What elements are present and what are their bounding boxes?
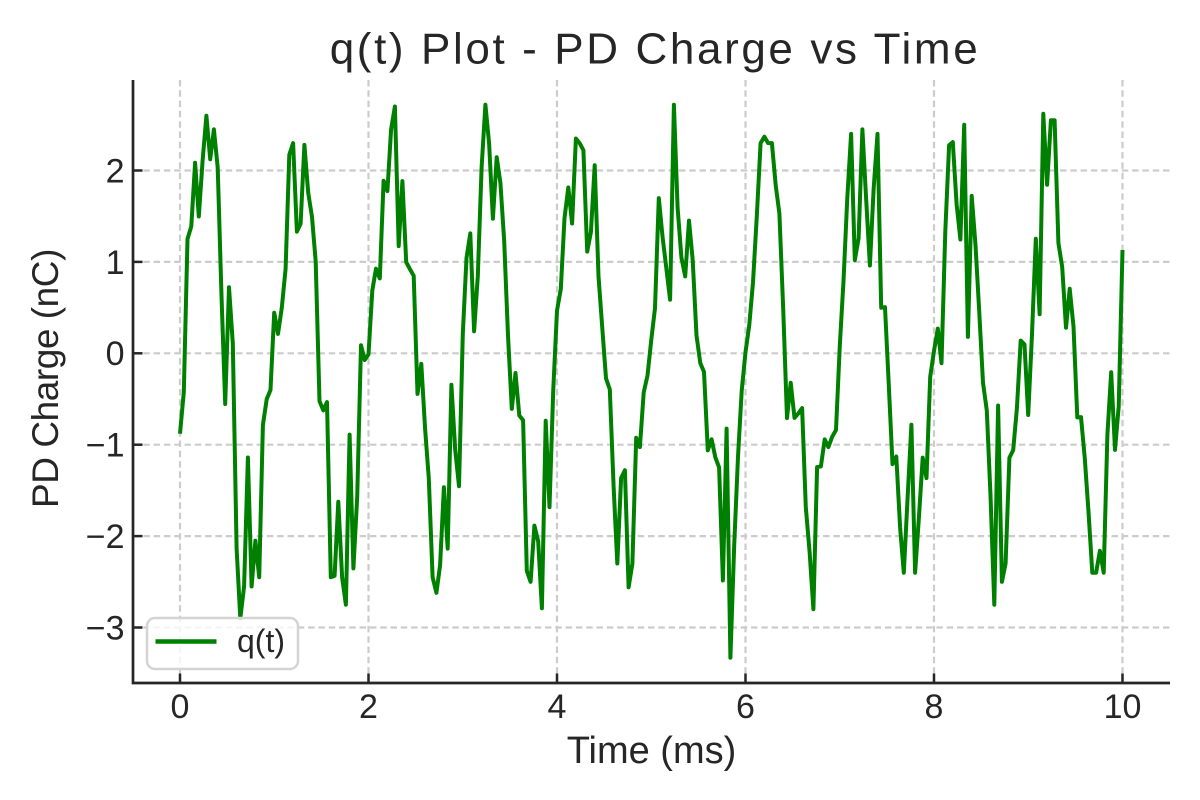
- svg-text:q(t): q(t): [237, 623, 285, 659]
- svg-text:8: 8: [925, 688, 944, 726]
- svg-text:−3: −3: [86, 609, 125, 647]
- svg-text:PD Charge (nC): PD Charge (nC): [25, 249, 66, 508]
- svg-text:−1: −1: [86, 427, 125, 465]
- svg-text:4: 4: [548, 688, 567, 726]
- svg-text:−2: −2: [86, 518, 125, 556]
- svg-text:0: 0: [106, 335, 125, 373]
- svg-text:0: 0: [171, 688, 190, 726]
- svg-text:1: 1: [106, 244, 125, 282]
- svg-text:2: 2: [359, 688, 378, 726]
- svg-text:6: 6: [736, 688, 755, 726]
- svg-text:10: 10: [1104, 688, 1142, 726]
- svg-text:q(t) Plot - PD Charge vs Time: q(t) Plot - PD Charge vs Time: [330, 25, 981, 74]
- svg-text:Time (ms): Time (ms): [567, 730, 737, 772]
- svg-text:2: 2: [106, 152, 125, 190]
